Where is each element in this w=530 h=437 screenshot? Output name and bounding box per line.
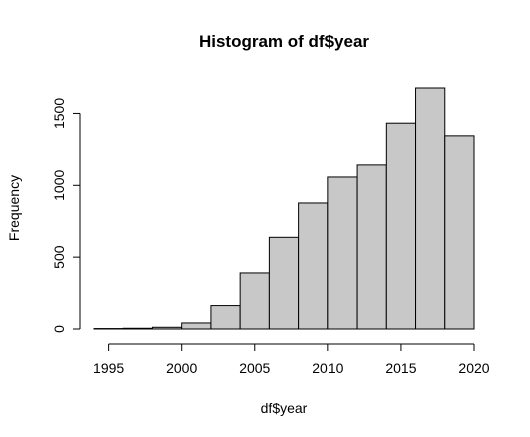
bars-group bbox=[93, 87, 475, 330]
x-axis: 1995 2000 2005 2010 2015 2020 bbox=[93, 343, 490, 376]
x-tick-label: 2020 bbox=[458, 360, 489, 376]
chart-title: Histogram of df$year bbox=[199, 32, 369, 51]
y-axis-label: Frequency bbox=[6, 175, 22, 241]
histogram-bar bbox=[122, 327, 153, 330]
x-tick-label: 1995 bbox=[93, 360, 124, 376]
histogram-bar bbox=[181, 322, 212, 330]
histogram-bar bbox=[151, 326, 183, 330]
histogram-bar bbox=[415, 87, 446, 330]
y-axis: 0 500 1000 1500 bbox=[51, 98, 81, 333]
x-tick-label: 2015 bbox=[385, 360, 416, 376]
y-tick-label: 1000 bbox=[51, 170, 67, 201]
x-tick-label: 2000 bbox=[166, 360, 197, 376]
x-tick-label: 2005 bbox=[239, 360, 270, 376]
histogram-bar bbox=[298, 202, 329, 330]
histogram-bar bbox=[210, 305, 241, 330]
x-tick-label: 2010 bbox=[312, 360, 343, 376]
histogram-bar bbox=[356, 164, 387, 330]
histogram-bar bbox=[327, 176, 358, 330]
histogram-bar bbox=[385, 122, 417, 330]
histogram-bar bbox=[268, 236, 300, 330]
y-tick-label: 0 bbox=[51, 325, 67, 333]
histogram-bar bbox=[444, 135, 475, 330]
histogram-bar bbox=[239, 272, 270, 330]
x-axis-label: df$year bbox=[261, 400, 308, 416]
y-tick-label: 1500 bbox=[51, 98, 67, 129]
y-tick-label: 500 bbox=[51, 245, 67, 269]
